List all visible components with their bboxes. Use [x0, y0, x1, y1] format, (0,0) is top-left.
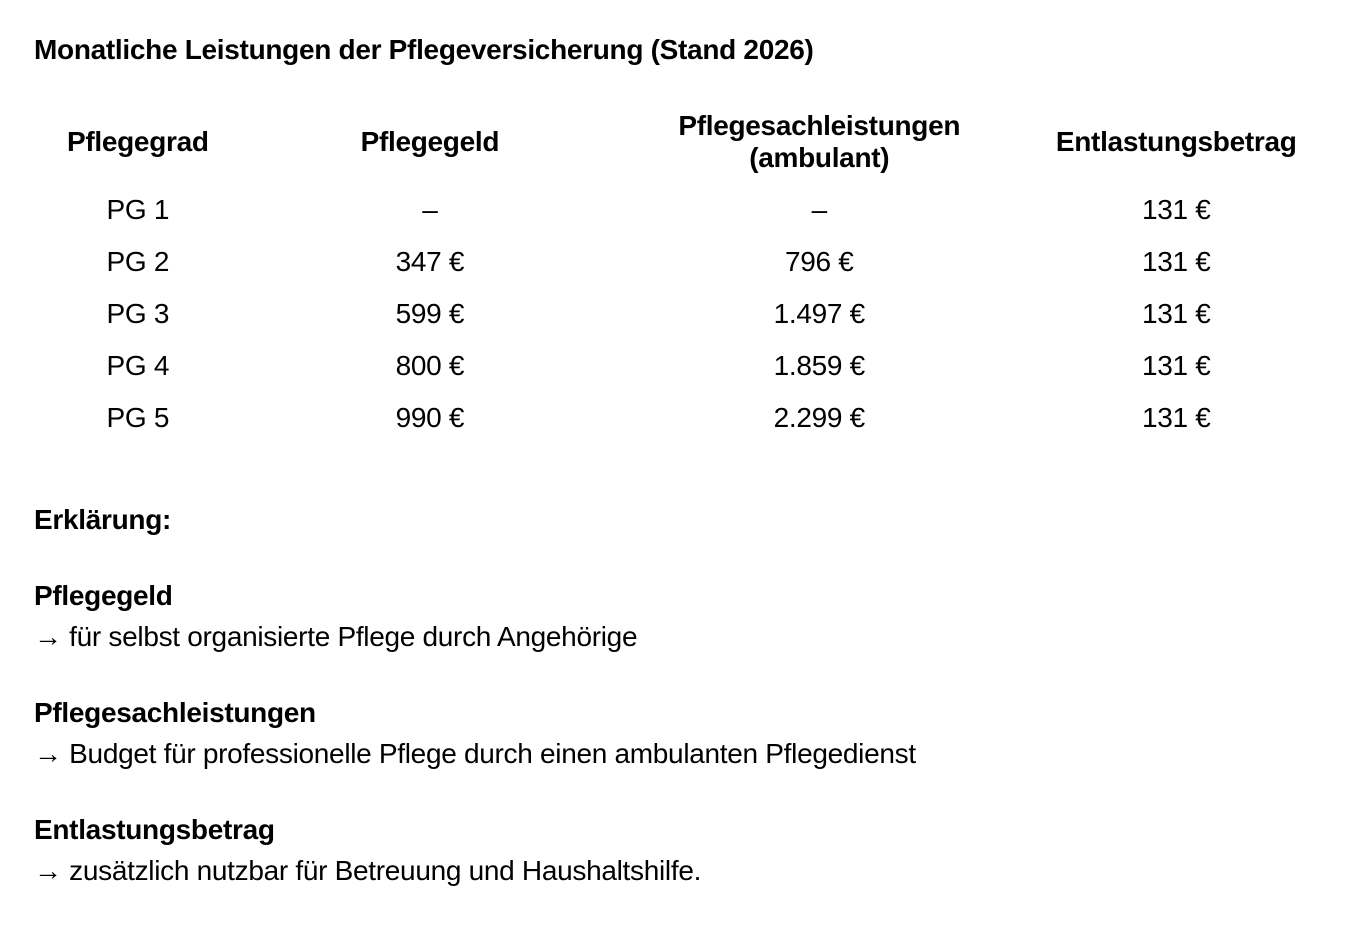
table-row-pg1: PG 1 – – 131 € — [34, 184, 1332, 236]
explanation-term: Pflegegeld — [34, 580, 173, 612]
table-row-pg2: PG 2 347 € 796 € 131 € — [34, 236, 1332, 288]
cell-pflegegrad: PG 5 — [106, 402, 170, 434]
column-header-pflegegrad: Pflegegrad — [66, 126, 209, 158]
table-row-pg3: PG 3 599 € 1.497 € 131 € — [34, 288, 1332, 340]
explanation-description: → für selbst organisierte Pflege durch A… — [34, 621, 638, 653]
cell-pflegesachleistungen: 1.859 € — [773, 350, 866, 382]
explanation-description: → zusätzlich nutzbar für Betreuung und H… — [34, 855, 702, 887]
explanation-term: Pflegesachleistungen — [34, 697, 316, 729]
explanation-heading: Erklärung: — [34, 504, 172, 536]
cell-pflegesachleistungen: 796 € — [784, 246, 854, 278]
cell-pflegegrad: PG 4 — [106, 350, 170, 382]
cell-pflegegrad: PG 3 — [106, 298, 170, 330]
table-row-pg4: PG 4 800 € 1.859 € 131 € — [34, 340, 1332, 392]
cell-pflegegrad: PG 1 — [106, 194, 170, 226]
table-header-row: Pflegegrad Pflegegeld Pflegesachleistung… — [34, 110, 1332, 184]
cell-entlastungsbetrag: 131 € — [1141, 298, 1211, 330]
benefits-table: Pflegegrad Pflegegeld Pflegesachleistung… — [34, 110, 1332, 444]
table-row-pg5: PG 5 990 € 2.299 € 131 € — [34, 392, 1332, 444]
explanation-description: → Budget für professionelle Pflege durch… — [34, 738, 916, 770]
explanation-item-pflegesachleistungen: Pflegesachleistungen → Budget für profes… — [34, 697, 1332, 770]
cell-entlastungsbetrag: 131 € — [1141, 350, 1211, 382]
cell-pflegegeld: 599 € — [395, 298, 465, 330]
cell-pflegegeld: 347 € — [395, 246, 465, 278]
cell-pflegegeld: 800 € — [395, 350, 465, 382]
explanation-item-entlastungsbetrag: Entlastungsbetrag → zusätzlich nutzbar f… — [34, 814, 1332, 887]
column-header-entlastungsbetrag: Entlastungsbetrag — [1055, 126, 1297, 158]
cell-pflegesachleistungen: 2.299 € — [773, 402, 866, 434]
explanation-item-pflegegeld: Pflegegeld → für selbst organisierte Pfl… — [34, 580, 1332, 653]
cell-pflegegeld: 990 € — [395, 402, 465, 434]
column-header-pflegesachleistungen: Pflegesachleistungen (ambulant) — [678, 110, 961, 174]
cell-pflegegrad: PG 2 — [106, 246, 170, 278]
explanation-term: Entlastungsbetrag — [34, 814, 275, 846]
cell-pflegesachleistungen: 1.497 € — [773, 298, 866, 330]
cell-pflegegeld: – — [422, 194, 438, 226]
page-title: Monatliche Leistungen der Pflegeversiche… — [34, 34, 814, 65]
column-header-pflegegeld: Pflegegeld — [360, 126, 500, 158]
cell-entlastungsbetrag: 131 € — [1141, 402, 1211, 434]
cell-pflegesachleistungen: – — [811, 194, 828, 226]
cell-entlastungsbetrag: 131 € — [1141, 246, 1211, 278]
cell-entlastungsbetrag: 131 € — [1141, 194, 1211, 226]
